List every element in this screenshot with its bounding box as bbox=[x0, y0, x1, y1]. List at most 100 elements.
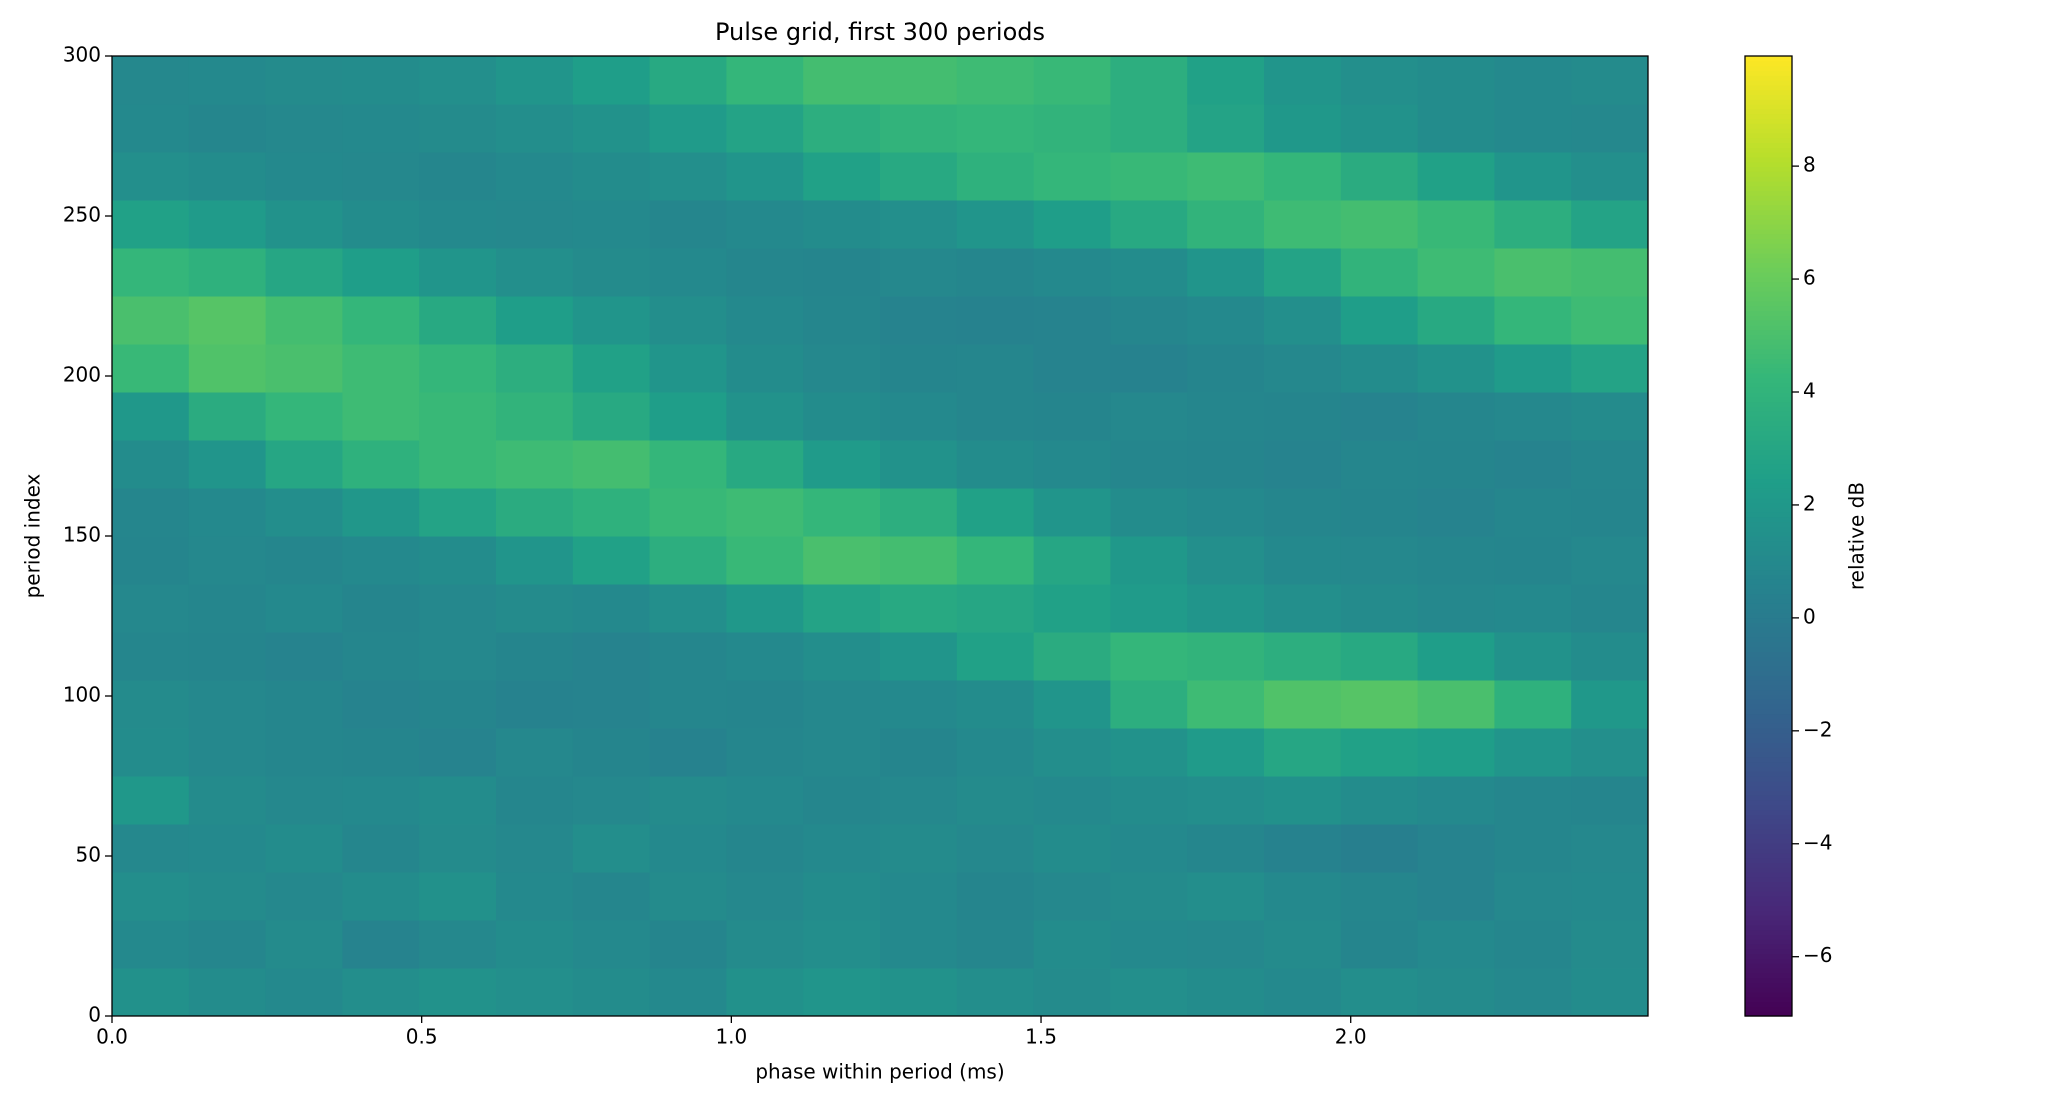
heatmap-cell bbox=[1264, 536, 1342, 585]
heatmap-cell bbox=[188, 152, 267, 201]
heatmap-cell bbox=[112, 584, 190, 633]
colorbar-segment bbox=[1745, 310, 1792, 316]
heatmap-cell bbox=[1187, 536, 1265, 585]
heatmap-cell bbox=[572, 56, 651, 105]
heatmap-cell bbox=[1033, 488, 1111, 537]
heatmap-cell bbox=[1340, 440, 1419, 489]
colorbar-segment bbox=[1745, 896, 1792, 902]
heatmap-cell bbox=[1340, 152, 1419, 201]
heatmap-cell bbox=[342, 440, 420, 489]
colorbar-segment bbox=[1745, 396, 1792, 403]
heatmap-cell bbox=[496, 776, 574, 825]
colorbar-segment bbox=[1745, 454, 1792, 460]
heatmap-cell bbox=[1187, 296, 1265, 345]
heatmap-cell bbox=[112, 392, 190, 441]
heatmap-cell bbox=[956, 680, 1035, 729]
heatmap-cell bbox=[880, 632, 958, 681]
heatmap-cell bbox=[1340, 104, 1419, 153]
heatmap-cell bbox=[496, 440, 574, 489]
heatmap-cell bbox=[419, 296, 497, 345]
colorbar-segment bbox=[1745, 401, 1792, 407]
heatmap-cell bbox=[1340, 200, 1419, 249]
colorbar-segment bbox=[1745, 411, 1792, 417]
heatmap-cell bbox=[1417, 248, 1495, 297]
heatmap-cell bbox=[188, 488, 267, 537]
heatmap-cell bbox=[112, 680, 190, 729]
heatmap-cell bbox=[188, 200, 267, 249]
colorbar-segment bbox=[1745, 536, 1792, 542]
heatmap-cell bbox=[649, 584, 727, 633]
heatmap-cell bbox=[956, 200, 1035, 249]
heatmap-cell bbox=[1340, 632, 1419, 681]
colorbar-segment bbox=[1745, 699, 1792, 705]
heatmap-cell bbox=[112, 728, 190, 777]
heatmap-cell bbox=[1417, 200, 1495, 249]
heatmap-cell bbox=[265, 104, 343, 153]
colorbar-segment bbox=[1745, 953, 1792, 959]
y-tick-label: 300 bbox=[63, 43, 101, 67]
colorbar-segment bbox=[1745, 867, 1792, 873]
heatmap-cell bbox=[112, 344, 190, 393]
x-tick-label: 2.0 bbox=[1335, 1025, 1367, 1049]
heatmap-cell bbox=[956, 872, 1035, 921]
heatmap-cell bbox=[572, 536, 651, 585]
colorbar-segment bbox=[1745, 828, 1792, 835]
colorbar-segment bbox=[1745, 742, 1792, 748]
heatmap-cell bbox=[1571, 56, 1649, 105]
heatmap-cell bbox=[342, 104, 420, 153]
colorbar-segment bbox=[1745, 416, 1792, 422]
heatmap-cell bbox=[496, 920, 574, 969]
heatmap-cell bbox=[956, 968, 1035, 1017]
colorbar-segment bbox=[1745, 872, 1792, 878]
colorbar-segment bbox=[1745, 104, 1792, 110]
y-tick-label: 200 bbox=[63, 363, 101, 387]
colorbar-segment bbox=[1745, 449, 1792, 455]
colorbar-segment bbox=[1745, 329, 1792, 335]
heatmap-cell bbox=[956, 728, 1035, 777]
heatmap-cell bbox=[1494, 632, 1572, 681]
colorbar-segment bbox=[1745, 348, 1792, 355]
heatmap-cell bbox=[880, 536, 958, 585]
colorbar-segment bbox=[1745, 430, 1792, 436]
colorbar-segment bbox=[1745, 305, 1792, 311]
colorbar-segment bbox=[1745, 934, 1792, 940]
colorbar-segment bbox=[1745, 963, 1792, 969]
colorbar-segment bbox=[1745, 569, 1792, 575]
colorbar-segment bbox=[1745, 747, 1792, 753]
colorbar-segment bbox=[1745, 617, 1792, 623]
colorbar-segment bbox=[1745, 795, 1792, 801]
colorbar-segment bbox=[1745, 800, 1792, 806]
heatmap-cell bbox=[112, 824, 190, 873]
colorbar-segment bbox=[1745, 156, 1792, 163]
colorbar-segment bbox=[1745, 982, 1792, 988]
heatmap-cell bbox=[572, 920, 651, 969]
heatmap-cell bbox=[956, 776, 1035, 825]
heatmap-cell bbox=[188, 104, 267, 153]
heatmap-cell bbox=[956, 824, 1035, 873]
heatmap-cell bbox=[880, 344, 958, 393]
heatmap-cell bbox=[419, 632, 497, 681]
colorbar-segment bbox=[1745, 608, 1792, 614]
heatmap-cell bbox=[1494, 968, 1572, 1017]
heatmap-cell bbox=[649, 440, 727, 489]
colorbar-segment bbox=[1745, 929, 1792, 935]
heatmap-cell bbox=[649, 152, 727, 201]
colorbar-segment bbox=[1745, 492, 1792, 499]
heatmap-cell bbox=[1033, 776, 1111, 825]
colorbar-segment bbox=[1745, 771, 1792, 777]
heatmap-cell bbox=[726, 152, 804, 201]
heatmap-cell bbox=[342, 248, 420, 297]
colorbar-segment bbox=[1745, 848, 1792, 854]
colorbar-segment bbox=[1745, 780, 1792, 787]
colorbar-segment bbox=[1745, 132, 1792, 139]
colorbar-segment bbox=[1745, 718, 1792, 724]
heatmap-cell bbox=[496, 152, 574, 201]
heatmap-cell bbox=[496, 392, 574, 441]
heatmap-cell bbox=[1417, 584, 1495, 633]
heatmap-cell bbox=[1571, 248, 1649, 297]
colorbar-segment bbox=[1745, 756, 1792, 763]
heatmap-cell bbox=[1494, 584, 1572, 633]
colorbar-segment bbox=[1745, 262, 1792, 268]
heatmap-cell bbox=[1340, 584, 1419, 633]
heatmap-cell bbox=[265, 392, 343, 441]
